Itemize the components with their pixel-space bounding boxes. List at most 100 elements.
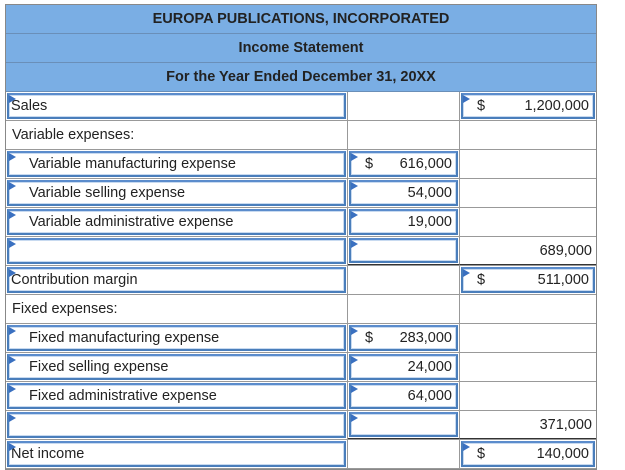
table-row: Fixed administrative expense 64,000 — [6, 382, 596, 411]
label-input[interactable]: Sales — [7, 93, 346, 119]
label-cell[interactable]: Variable administrative expense — [6, 208, 348, 236]
label-input[interactable]: Variable administrative expense — [7, 209, 346, 235]
mid-amount-input[interactable]: 19,000 — [349, 209, 458, 235]
mid-amount-cell[interactable]: 54,000 — [348, 179, 460, 207]
dropdown-indicator-icon — [9, 211, 16, 219]
dollar-sign: $ — [477, 446, 486, 462]
right-amount-value: 140,000 — [536, 446, 589, 462]
row-label: Fixed administrative expense — [29, 388, 217, 404]
dropdown-indicator-icon — [351, 211, 358, 219]
statement-title: Income Statement — [6, 34, 596, 63]
row-label: Contribution margin — [11, 272, 138, 288]
row-label: Variable expenses: — [12, 127, 135, 143]
mid-amount-cell[interactable]: 19,000 — [348, 208, 460, 236]
table-row: 689,000 — [6, 237, 596, 266]
right-amount-cell — [460, 382, 596, 410]
mid-amount-input[interactable] — [349, 412, 458, 437]
label-cell[interactable]: Fixed administrative expense — [6, 382, 348, 410]
mid-amount-input[interactable]: 24,000 — [349, 354, 458, 380]
table-row: Variable selling expense 54,000 — [6, 179, 596, 208]
dropdown-indicator-icon — [9, 95, 16, 103]
table-row: Variable manufacturing expense $616,000 — [6, 150, 596, 179]
dollar-sign: $ — [477, 98, 486, 114]
table-row: Fixed manufacturing expense $283,000 — [6, 324, 596, 353]
mid-amount-input[interactable]: $616,000 — [349, 151, 458, 177]
mid-amount-input[interactable]: $283,000 — [349, 325, 458, 351]
table-row: Variable expenses: — [6, 121, 596, 150]
right-amount-cell[interactable]: $1,200,000 — [460, 92, 596, 120]
label-cell[interactable]: Variable selling expense — [6, 179, 348, 207]
right-amount-input[interactable]: $140,000 — [461, 441, 595, 467]
label-cell[interactable]: Net income — [6, 440, 348, 468]
mid-amount-value: 283,000 — [399, 330, 452, 346]
label-input[interactable]: Contribution margin — [7, 267, 346, 293]
mid-amount-cell[interactable]: 64,000 — [348, 382, 460, 410]
dropdown-indicator-icon — [463, 269, 470, 277]
label-cell[interactable] — [6, 411, 348, 439]
right-amount-value: 689,000 — [539, 242, 592, 259]
label-cell[interactable]: Fixed selling expense — [6, 353, 348, 381]
mid-amount-cell[interactable] — [348, 237, 460, 265]
mid-amount-cell[interactable]: 24,000 — [348, 353, 460, 381]
mid-amount-cell[interactable]: $283,000 — [348, 324, 460, 352]
label-input[interactable] — [7, 412, 346, 438]
mid-amount-cell[interactable]: $616,000 — [348, 150, 460, 178]
right-amount-cell — [460, 121, 596, 149]
table-row: Contribution margin $511,000 — [6, 266, 596, 295]
label-input[interactable]: Variable selling expense — [7, 180, 346, 206]
table-row: Fixed selling expense 24,000 — [6, 353, 596, 382]
right-amount-cell: 689,000 — [460, 237, 596, 265]
mid-amount-input[interactable]: 64,000 — [349, 383, 458, 409]
dropdown-indicator-icon — [9, 356, 16, 364]
dropdown-indicator-icon — [9, 153, 16, 161]
right-amount-cell: 371,000 — [460, 411, 596, 439]
row-label: Fixed selling expense — [29, 359, 169, 375]
right-amount-input[interactable]: $511,000 — [461, 267, 595, 293]
right-amount-cell — [460, 353, 596, 381]
label-input[interactable]: Fixed selling expense — [7, 354, 346, 380]
mid-amount-cell[interactable] — [348, 411, 460, 439]
dropdown-indicator-icon — [9, 182, 16, 190]
mid-amount-input[interactable] — [349, 238, 458, 263]
label-cell: Variable expenses: — [6, 121, 348, 149]
label-input[interactable] — [7, 238, 346, 264]
dropdown-indicator-icon — [9, 269, 16, 277]
row-label: Fixed expenses: — [12, 301, 118, 317]
right-amount-cell — [460, 295, 596, 323]
statement-period: For the Year Ended December 31, 20XX — [6, 63, 596, 92]
dropdown-indicator-icon — [351, 327, 358, 335]
table-row: Fixed expenses: — [6, 295, 596, 324]
dropdown-indicator-icon — [351, 385, 358, 393]
right-amount-cell[interactable]: $511,000 — [460, 266, 596, 294]
dollar-sign: $ — [365, 156, 374, 172]
label-input[interactable]: Fixed administrative expense — [7, 383, 346, 409]
label-input[interactable]: Net income — [7, 441, 346, 467]
label-cell[interactable]: Variable manufacturing expense — [6, 150, 348, 178]
label-cell[interactable]: Contribution margin — [6, 266, 348, 294]
label-cell[interactable]: Fixed manufacturing expense — [6, 324, 348, 352]
right-amount-input[interactable]: $1,200,000 — [461, 93, 595, 119]
dropdown-indicator-icon — [351, 153, 358, 161]
right-amount-cell — [460, 208, 596, 236]
dropdown-indicator-icon — [9, 240, 16, 248]
mid-amount-value: 54,000 — [407, 185, 452, 201]
right-amount-cell — [460, 150, 596, 178]
label-input[interactable]: Fixed manufacturing expense — [7, 325, 346, 351]
mid-amount-cell — [348, 295, 460, 323]
dollar-sign: $ — [477, 272, 486, 288]
label-cell[interactable]: Sales — [6, 92, 348, 120]
label-input[interactable]: Variable manufacturing expense — [7, 151, 346, 177]
row-label: Fixed manufacturing expense — [29, 330, 220, 346]
label-cell[interactable] — [6, 237, 348, 265]
right-amount-cell[interactable]: $140,000 — [460, 440, 596, 468]
dropdown-indicator-icon — [9, 327, 16, 335]
mid-amount-input[interactable]: 54,000 — [349, 180, 458, 206]
table-row: Variable administrative expense 19,000 — [6, 208, 596, 237]
row-label: Variable selling expense — [29, 185, 186, 201]
dropdown-indicator-icon — [9, 443, 16, 451]
mid-amount-cell — [348, 92, 460, 120]
mid-amount-value: 24,000 — [407, 359, 452, 375]
label-cell: Fixed expenses: — [6, 295, 348, 323]
mid-amount-value: 64,000 — [407, 388, 452, 404]
mid-amount-cell — [348, 266, 460, 294]
